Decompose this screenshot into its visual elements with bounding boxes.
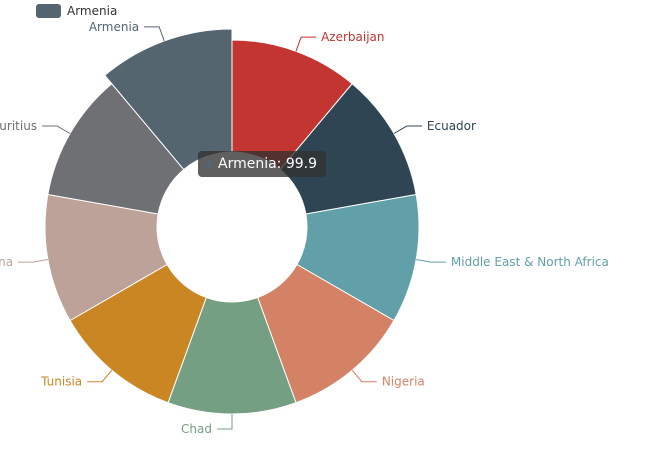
slice-label: Ecuador xyxy=(427,119,476,133)
label-line xyxy=(351,369,377,383)
legend[interactable]: Armenia xyxy=(36,4,117,18)
label-line xyxy=(87,369,113,383)
label-line xyxy=(295,36,317,52)
label-line xyxy=(416,258,446,263)
slice-label: Middle East & North Africa xyxy=(451,255,609,269)
slice-label: Armenia xyxy=(89,20,139,34)
tooltip: Armenia: 99.9 xyxy=(198,151,327,177)
tooltip-marker xyxy=(205,161,213,169)
label-line xyxy=(42,125,71,134)
label-line xyxy=(18,258,48,263)
slice-label: Ghana xyxy=(0,255,13,269)
slice-label: Chad xyxy=(181,422,212,436)
label-line xyxy=(217,414,233,430)
legend-label: Armenia xyxy=(67,4,118,18)
label-line xyxy=(393,125,422,134)
slice-label: Tunisia xyxy=(40,375,82,389)
tooltip-text: Armenia: 99.9 xyxy=(218,156,318,172)
slice-label: Mauritius xyxy=(0,119,37,133)
slice-label: Nigeria xyxy=(382,375,425,389)
label-line xyxy=(144,26,165,42)
slice-armenia[interactable] xyxy=(104,28,233,171)
legend-swatch xyxy=(36,4,61,18)
slice-label: Azerbaijan xyxy=(321,30,384,44)
